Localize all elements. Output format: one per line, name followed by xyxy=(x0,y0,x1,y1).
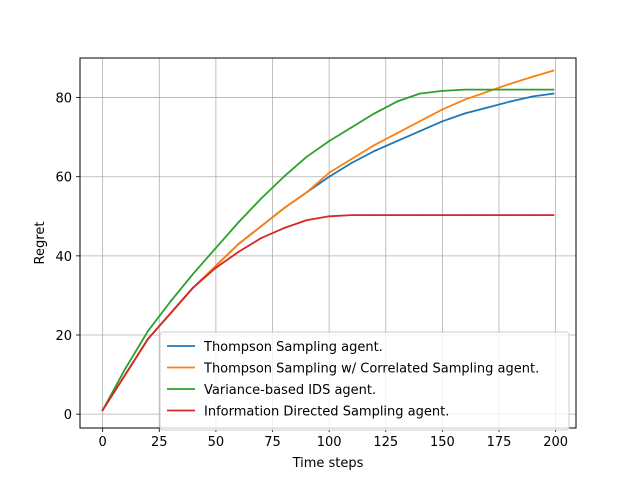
data-point xyxy=(396,132,398,135)
data-point xyxy=(418,130,421,133)
series-group xyxy=(101,88,555,412)
data-point xyxy=(350,161,353,164)
data-point xyxy=(373,150,376,152)
data-point xyxy=(147,338,149,340)
legend: Thompson Sampling agent. Thompson Samplin… xyxy=(159,331,570,431)
data-point xyxy=(552,88,555,91)
data-point xyxy=(305,191,308,194)
data-point xyxy=(418,214,421,217)
y-tick-label: 20 xyxy=(55,329,72,344)
x-tick-label: 175 xyxy=(487,435,512,450)
data-point xyxy=(373,144,376,146)
data-point xyxy=(396,140,398,143)
data-point xyxy=(373,112,376,115)
data-point xyxy=(214,264,217,267)
legend-label: Information Directed Sampling agent. xyxy=(204,405,449,420)
data-point xyxy=(464,98,466,101)
data-point xyxy=(328,140,331,143)
data-point xyxy=(260,225,263,228)
data-point xyxy=(509,88,512,91)
legend-label: Thompson Sampling w/ Correlated Sampling… xyxy=(203,362,539,377)
data-point xyxy=(124,373,127,376)
data-point xyxy=(532,88,534,91)
data-point xyxy=(214,247,217,249)
legend-label: Thompson Sampling agent. xyxy=(203,340,383,355)
data-point xyxy=(552,214,555,217)
y-tick-label: 60 xyxy=(55,171,72,186)
data-point xyxy=(328,175,331,178)
data-point xyxy=(350,126,353,129)
data-point xyxy=(260,237,263,239)
data-point xyxy=(441,214,444,217)
data-point xyxy=(509,214,512,217)
legend-box xyxy=(159,331,570,431)
data-point xyxy=(305,219,308,222)
data-point xyxy=(260,197,263,200)
data-point xyxy=(509,82,512,85)
data-point xyxy=(169,312,172,315)
data-point xyxy=(509,100,512,103)
x-axis-title: Time steps xyxy=(292,456,364,471)
series-group xyxy=(101,214,555,412)
data-point xyxy=(532,75,534,78)
y-tick-label: 80 xyxy=(55,92,72,107)
data-point xyxy=(101,409,104,412)
data-point xyxy=(124,367,127,370)
data-point xyxy=(282,175,285,178)
data-point xyxy=(237,221,240,224)
y-axis-title: Regret xyxy=(33,222,48,265)
x-tick-label: 100 xyxy=(317,435,342,450)
y-tick-label: 40 xyxy=(55,250,72,265)
data-point xyxy=(237,251,240,253)
data-point xyxy=(418,92,421,95)
data-point xyxy=(552,69,555,72)
x-tick-label: 75 xyxy=(264,435,281,450)
data-point xyxy=(552,92,555,95)
data-point xyxy=(396,214,398,217)
data-point xyxy=(486,90,489,93)
data-point xyxy=(350,214,353,217)
series-layer xyxy=(101,69,555,412)
data-point xyxy=(373,214,376,217)
data-point xyxy=(350,158,353,160)
y-tick-label: 0 xyxy=(64,408,72,423)
data-point xyxy=(282,207,285,210)
data-point xyxy=(237,243,240,245)
x-tick-label: 125 xyxy=(373,435,398,450)
data-point xyxy=(328,171,331,174)
data-point xyxy=(464,214,466,217)
data-point xyxy=(441,120,444,123)
x-tick-label: 150 xyxy=(430,435,455,450)
data-point xyxy=(441,108,444,111)
data-point xyxy=(441,89,444,92)
x-tick-label: 50 xyxy=(208,435,225,450)
axis-ticks: 0 25 50 75 100 125 150 175 200 0 20 40 60 80 xyxy=(55,92,568,450)
data-point xyxy=(418,120,421,123)
data-point xyxy=(282,227,285,230)
data-point xyxy=(328,215,331,218)
data-point xyxy=(396,100,398,103)
data-point xyxy=(169,300,172,303)
data-point xyxy=(464,112,466,115)
data-point xyxy=(486,106,489,109)
data-point xyxy=(192,272,195,275)
x-tick-label: 0 xyxy=(99,435,107,450)
data-point xyxy=(192,286,195,289)
data-point xyxy=(305,156,308,158)
x-tick-label: 200 xyxy=(543,435,568,450)
x-tick-label: 25 xyxy=(151,435,168,450)
data-point xyxy=(486,88,489,91)
data-point xyxy=(532,214,534,217)
data-point xyxy=(214,266,217,269)
data-point xyxy=(532,95,534,98)
data-point xyxy=(486,214,489,217)
data-point xyxy=(147,330,149,332)
data-point xyxy=(464,88,466,91)
legend-label: Variance-based IDS agent. xyxy=(204,383,376,398)
